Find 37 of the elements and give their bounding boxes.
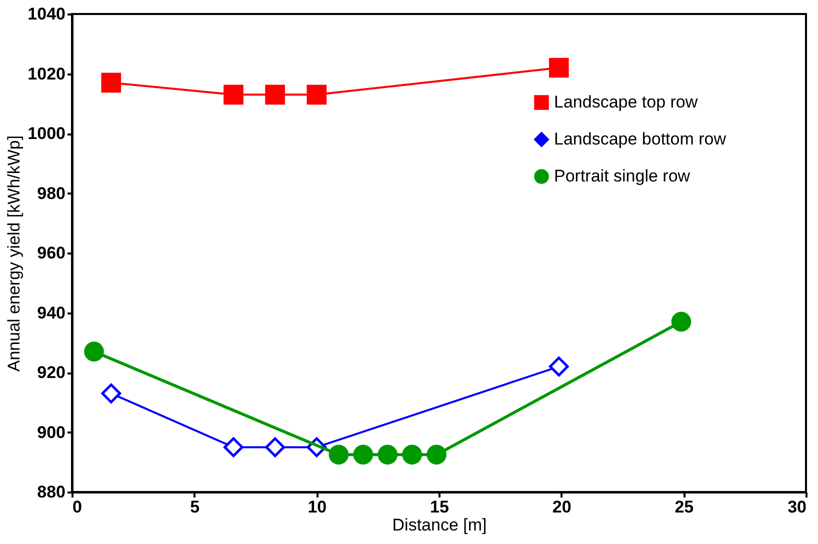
x-tick-label: 20 [552, 498, 572, 516]
y-tick-label: 900 [37, 422, 66, 442]
point [265, 84, 285, 105]
y-tick-label: 1000 [28, 124, 66, 143]
point [426, 444, 446, 465]
point [101, 72, 122, 93]
legend-label: Portrait single row [554, 166, 691, 186]
point [671, 312, 692, 332]
point [224, 84, 244, 105]
point [402, 444, 422, 465]
point [548, 356, 569, 376]
x-tick-label: 25 [674, 498, 694, 516]
y-axis-title: Annual energy yield [kWh/kWp] [4, 135, 24, 372]
x-tick-label: 5 [190, 498, 200, 516]
y-tick-label: 980 [37, 184, 66, 203]
point [224, 437, 244, 458]
y-tick-label: 940 [37, 303, 66, 322]
y-tick-label: 1020 [28, 64, 66, 84]
legend-label: Landscape top row [554, 92, 698, 112]
x-tick-label: 10 [308, 498, 327, 516]
x-tick-label: 15 [430, 498, 449, 516]
legend-label: Landscape bottom row [554, 130, 727, 148]
point [353, 444, 374, 465]
x-tick-label: 0 [72, 498, 82, 516]
y-tick-label: 880 [37, 482, 66, 502]
point [548, 58, 569, 78]
point [84, 342, 104, 362]
point [101, 384, 122, 404]
x-tick-label: 30 [788, 498, 806, 516]
x-axis-title: Distance [m] [392, 516, 487, 534]
point [328, 444, 349, 465]
y-tick-label: 1040 [28, 4, 66, 24]
point [265, 437, 285, 458]
point [306, 84, 327, 105]
point [378, 444, 398, 465]
y-tick-label: 960 [37, 244, 66, 262]
y-tick-label: 920 [37, 363, 66, 382]
